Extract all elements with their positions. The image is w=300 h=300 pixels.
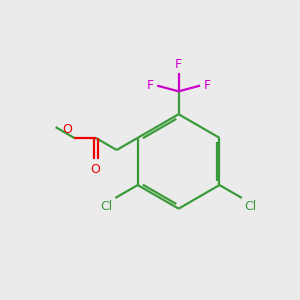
Text: O: O <box>91 163 100 176</box>
Text: O: O <box>62 123 72 136</box>
Text: F: F <box>147 79 154 92</box>
Text: Cl: Cl <box>245 200 257 213</box>
Text: F: F <box>175 58 182 71</box>
Text: F: F <box>203 79 211 92</box>
Text: Cl: Cl <box>100 200 112 213</box>
